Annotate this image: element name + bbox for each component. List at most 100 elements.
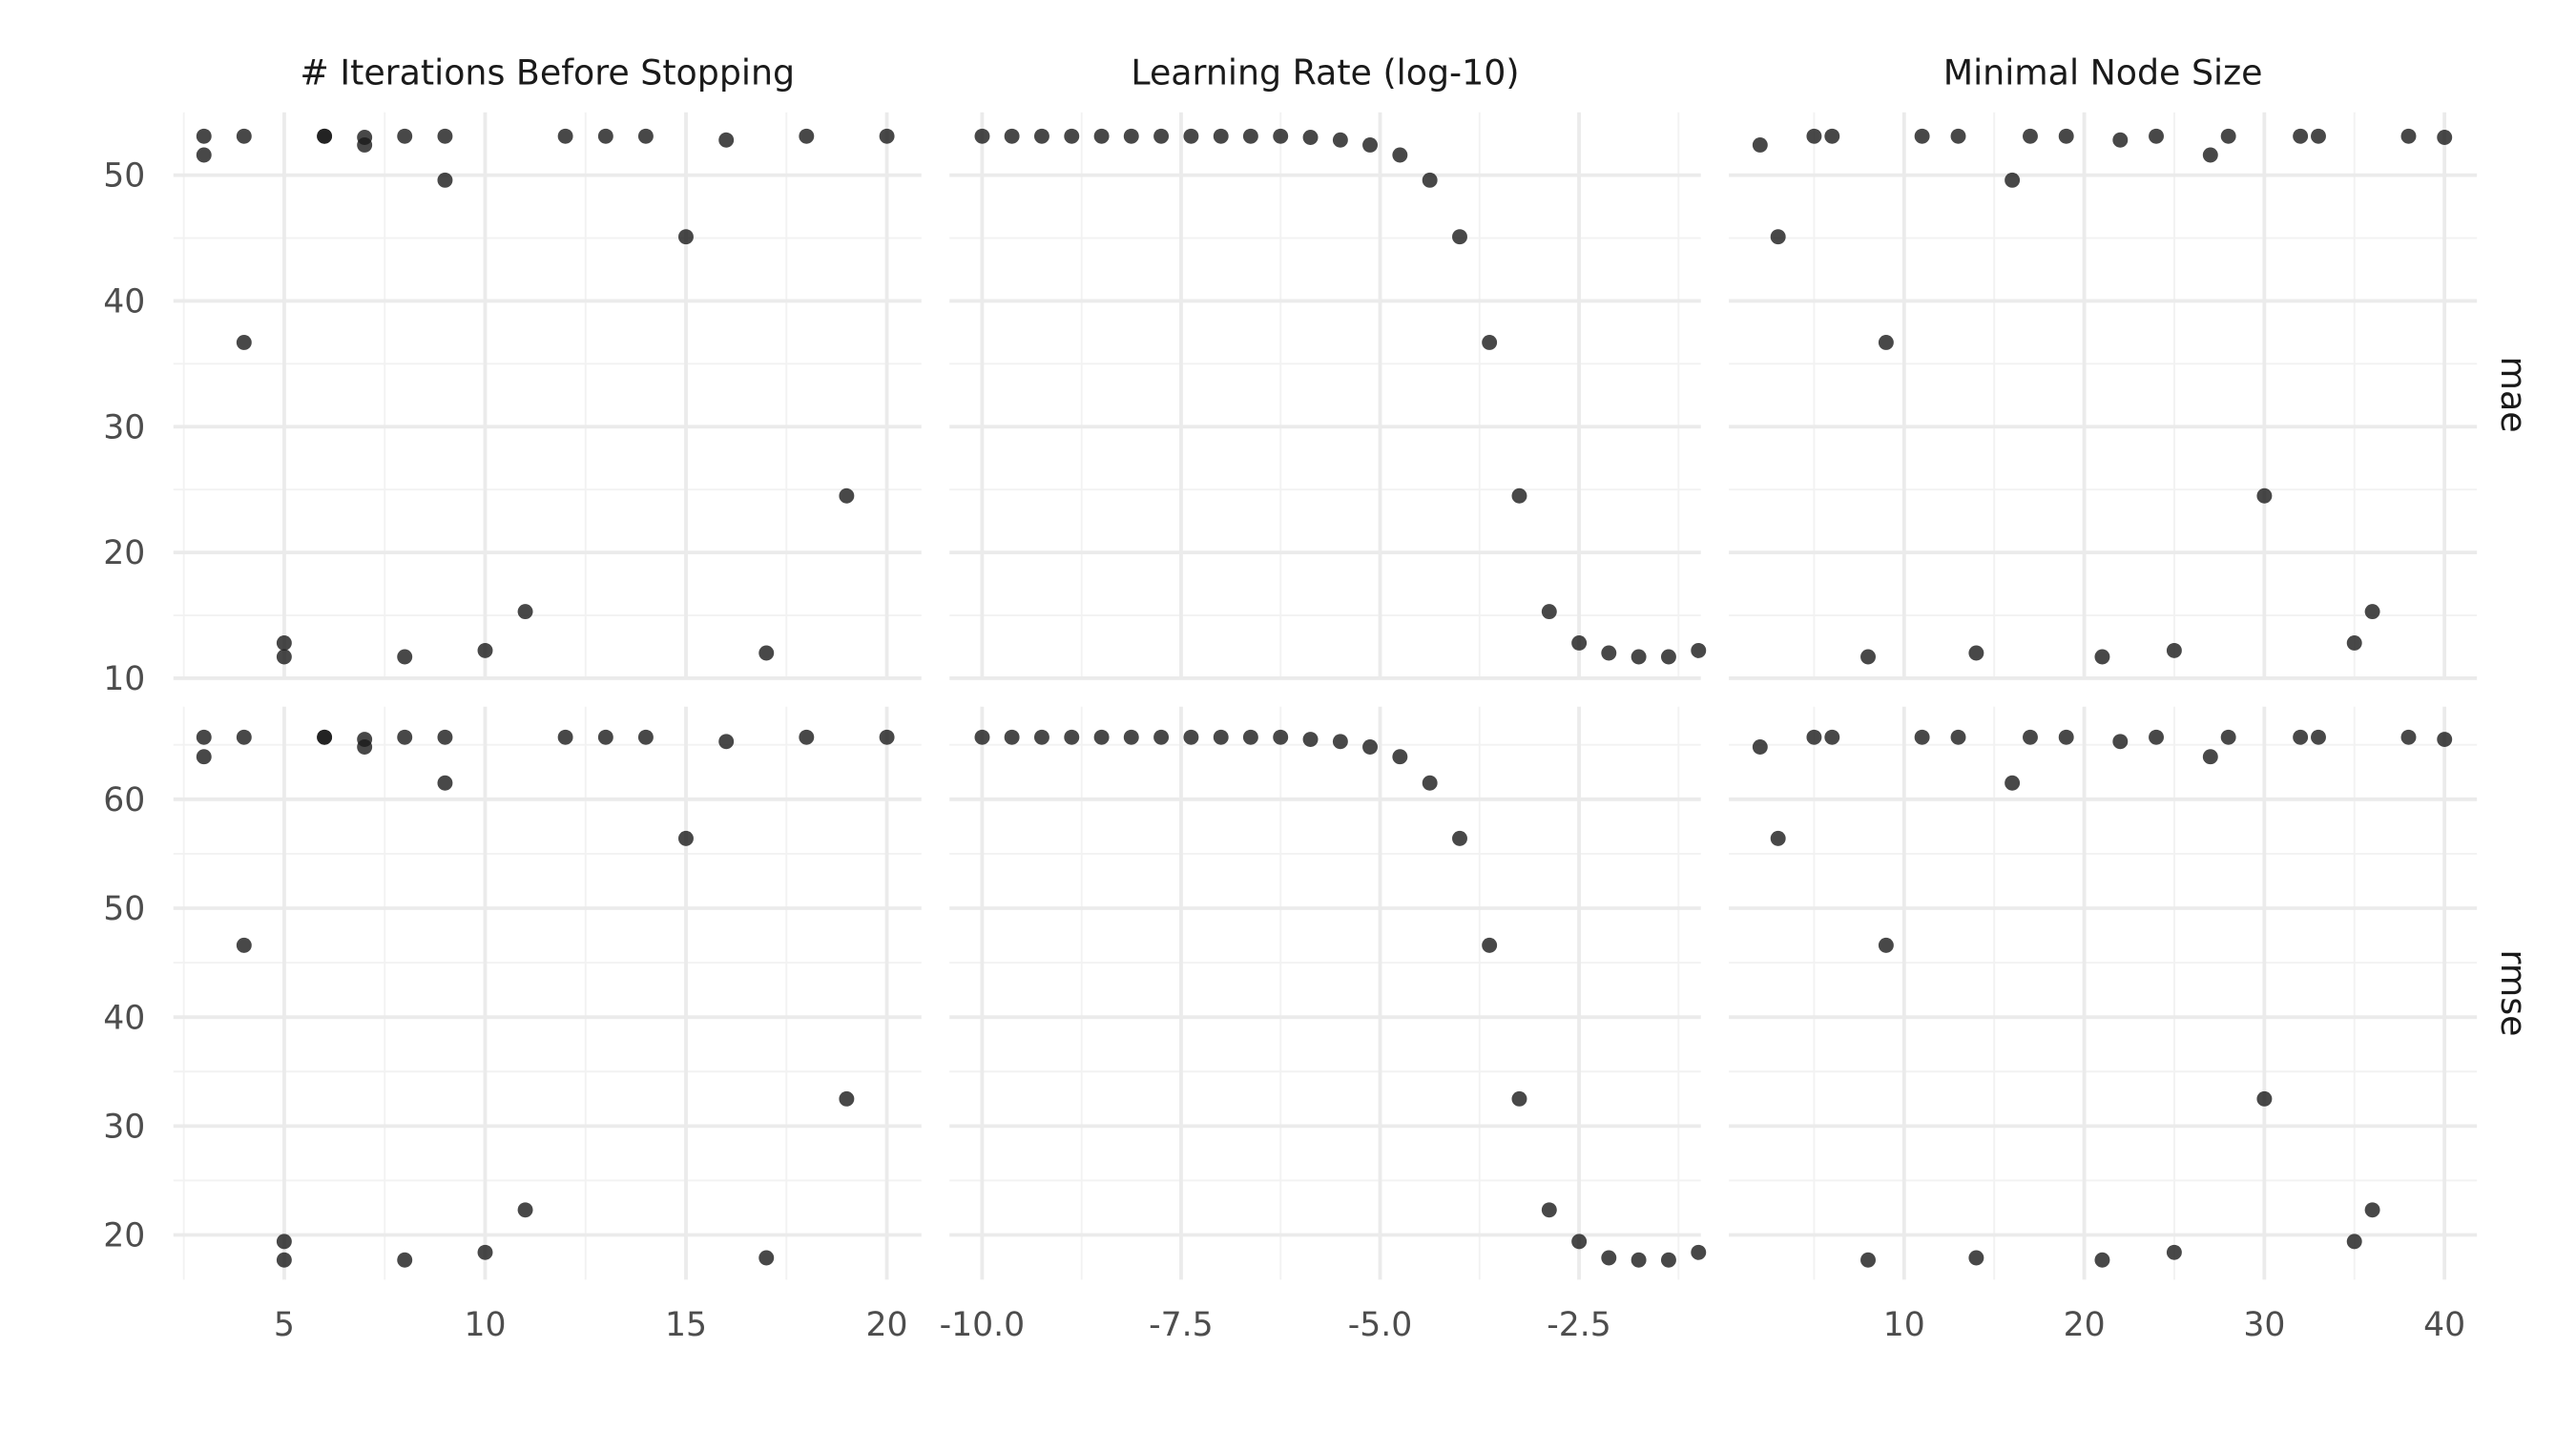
data-point-mae-vs-trees <box>637 128 654 144</box>
data-point-rmse-vs-learn_rate <box>1093 729 1110 745</box>
data-point-mae-vs-min_n <box>2400 128 2417 144</box>
data-point-rmse-vs-min_n <box>1878 937 1894 953</box>
data-point-mae-vs-trees <box>597 128 613 144</box>
data-point-mae-vs-trees <box>317 128 333 144</box>
facet-title-trees: # Iterations Before Stopping <box>300 52 795 93</box>
data-point-mae-vs-learn_rate <box>1033 128 1049 144</box>
data-point-mae-vs-trees <box>236 128 252 144</box>
data-point-mae-vs-min_n <box>2058 128 2074 144</box>
data-point-rmse-vs-trees <box>437 775 453 791</box>
y-tick-label: 30 <box>103 408 145 446</box>
data-point-mae-vs-trees <box>276 634 292 651</box>
data-point-rmse-vs-learn_rate <box>974 729 990 745</box>
data-point-mae-vs-learn_rate <box>1064 128 1080 144</box>
data-point-rmse-vs-min_n <box>2437 732 2453 747</box>
data-point-mae-vs-learn_rate <box>1691 642 1707 658</box>
data-point-rmse-vs-learn_rate <box>1123 729 1139 745</box>
data-point-mae-vs-trees <box>517 604 533 620</box>
data-point-rmse-vs-min_n <box>2400 729 2417 745</box>
facet-row-label-rmse: rmse <box>2493 950 2534 1037</box>
data-point-mae-vs-trees <box>236 334 252 350</box>
data-point-rmse-vs-trees <box>637 729 654 745</box>
data-point-rmse-vs-learn_rate <box>1601 1250 1617 1266</box>
y-tick-label: 30 <box>103 1108 145 1146</box>
y-tick-label: 60 <box>103 781 145 819</box>
data-point-mae-vs-min_n <box>1860 649 1876 665</box>
y-tick-label: 50 <box>103 157 145 196</box>
data-point-rmse-vs-min_n <box>2311 729 2326 745</box>
data-point-rmse-vs-learn_rate <box>1033 729 1049 745</box>
y-tick-label: 50 <box>103 890 145 928</box>
data-point-mae-vs-min_n <box>2094 649 2110 665</box>
data-point-mae-vs-trees <box>196 147 212 163</box>
data-point-mae-vs-min_n <box>2311 128 2326 144</box>
data-point-mae-vs-trees <box>477 642 493 658</box>
y-tick-label: 40 <box>103 283 145 321</box>
data-point-mae-vs-min_n <box>2437 130 2453 145</box>
data-point-mae-vs-trees <box>718 132 735 148</box>
data-point-mae-vs-min_n <box>1878 334 1894 350</box>
x-tick-label: 20 <box>2064 1306 2106 1344</box>
data-point-rmse-vs-learn_rate <box>1571 1234 1588 1250</box>
data-point-rmse-vs-trees <box>678 830 694 846</box>
data-point-rmse-vs-learn_rate <box>1541 1202 1557 1218</box>
data-point-rmse-vs-learn_rate <box>1392 749 1408 765</box>
data-point-rmse-vs-learn_rate <box>1302 732 1319 747</box>
data-point-mae-vs-trees <box>758 645 775 661</box>
data-point-mae-vs-min_n <box>2023 128 2038 144</box>
data-point-rmse-vs-min_n <box>2112 734 2129 750</box>
data-point-mae-vs-trees <box>397 128 413 144</box>
x-tick-label: -7.5 <box>1149 1306 1214 1344</box>
data-point-rmse-vs-learn_rate <box>1631 1252 1647 1268</box>
data-point-rmse-vs-learn_rate <box>1242 729 1258 745</box>
data-point-mae-vs-min_n <box>2005 172 2021 188</box>
data-point-mae-vs-min_n <box>1770 229 1786 245</box>
data-point-mae-vs-min_n <box>1968 645 1984 661</box>
data-point-mae-vs-min_n <box>1752 136 1768 153</box>
x-tick-label: 30 <box>2243 1306 2285 1344</box>
data-point-rmse-vs-min_n <box>1806 729 1822 745</box>
data-point-rmse-vs-trees <box>879 729 895 745</box>
data-point-mae-vs-trees <box>879 128 895 144</box>
data-point-rmse-vs-min_n <box>2346 1234 2362 1250</box>
data-point-rmse-vs-learn_rate <box>1362 739 1378 755</box>
data-point-rmse-vs-trees <box>839 1090 855 1107</box>
x-tick-label: 10 <box>464 1306 506 1344</box>
data-point-rmse-vs-trees <box>236 937 252 953</box>
data-point-rmse-vs-learn_rate <box>1153 729 1170 745</box>
data-point-rmse-vs-min_n <box>1860 1252 1876 1268</box>
x-tick-label: 20 <box>866 1306 908 1344</box>
data-point-rmse-vs-learn_rate <box>1273 729 1289 745</box>
data-point-rmse-vs-trees <box>718 734 735 750</box>
data-point-mae-vs-learn_rate <box>974 128 990 144</box>
data-point-mae-vs-learn_rate <box>1183 128 1199 144</box>
data-point-mae-vs-min_n <box>2112 132 2129 148</box>
y-tick-label: 40 <box>103 999 145 1037</box>
data-point-rmse-vs-learn_rate <box>1332 734 1348 750</box>
data-point-mae-vs-trees <box>276 649 292 665</box>
facet-row-label-mae: mae <box>2493 357 2534 433</box>
x-tick-label: -2.5 <box>1547 1306 1611 1344</box>
x-tick-label: -10.0 <box>940 1306 1026 1344</box>
data-point-rmse-vs-trees <box>357 739 373 755</box>
x-tick-label: 5 <box>274 1306 295 1344</box>
data-point-rmse-vs-min_n <box>1770 830 1786 846</box>
x-tick-label: 10 <box>1883 1306 1925 1344</box>
x-tick-label: -5.0 <box>1348 1306 1413 1344</box>
data-point-rmse-vs-learn_rate <box>1422 775 1438 791</box>
data-point-rmse-vs-trees <box>517 1202 533 1218</box>
data-point-mae-vs-learn_rate <box>1273 128 1289 144</box>
data-point-mae-vs-learn_rate <box>1452 229 1467 245</box>
data-point-rmse-vs-learn_rate <box>1660 1252 1676 1268</box>
data-point-rmse-vs-min_n <box>1752 739 1768 755</box>
data-point-mae-vs-min_n <box>2149 128 2164 144</box>
data-point-mae-vs-learn_rate <box>1631 649 1647 665</box>
data-point-rmse-vs-learn_rate <box>1482 937 1498 953</box>
data-point-mae-vs-min_n <box>2202 147 2218 163</box>
data-point-rmse-vs-min_n <box>2364 1202 2380 1218</box>
data-point-mae-vs-min_n <box>2346 634 2362 651</box>
data-point-mae-vs-learn_rate <box>1362 136 1378 153</box>
data-point-mae-vs-learn_rate <box>1422 172 1438 188</box>
facet-title-learn_rate: Learning Rate (log-10) <box>1131 52 1519 93</box>
data-point-mae-vs-min_n <box>1950 128 1966 144</box>
